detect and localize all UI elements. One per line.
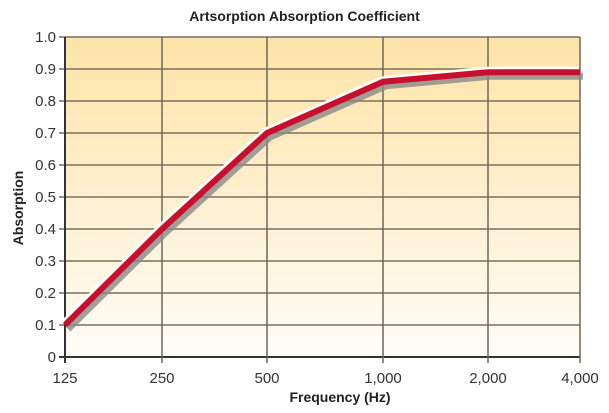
y-tick-label: 0.8 xyxy=(35,93,56,110)
x-axis-label: Frequency (Hz) xyxy=(289,389,391,405)
y-tick-label: 0.7 xyxy=(35,125,56,142)
y-tick-label: 0.4 xyxy=(35,221,56,238)
x-tick-label: 250 xyxy=(149,370,174,387)
y-tick-label: 1.0 xyxy=(35,29,56,46)
y-tick-label: 0.6 xyxy=(35,157,56,174)
series-line xyxy=(62,69,580,328)
x-tick-label: 2,000 xyxy=(469,370,507,387)
y-tick-label: 0.2 xyxy=(35,285,56,302)
data-series xyxy=(61,66,583,332)
x-tick-label: 1,000 xyxy=(364,370,402,387)
x-tick-label: 125 xyxy=(52,370,77,387)
gridlines xyxy=(59,36,581,363)
y-tick-label: 0.9 xyxy=(35,61,56,78)
x-tick-label: 4,000 xyxy=(561,370,599,387)
y-tick-label: 0 xyxy=(48,349,56,366)
y-tick-label: 0.3 xyxy=(35,253,56,270)
axis-ticks: 0 0.1 0.2 0.3 0.4 0.5 0.6 0.7 0.8 0.9 1.0 125 250 500… xyxy=(35,29,599,387)
y-tick-label: 0.5 xyxy=(35,189,56,206)
series-shadow xyxy=(65,72,583,332)
chart-title: Artsorption Absorption Coefficient xyxy=(189,8,420,24)
x-tick-label: 500 xyxy=(254,370,279,387)
y-tick-label: 0.1 xyxy=(35,317,56,334)
